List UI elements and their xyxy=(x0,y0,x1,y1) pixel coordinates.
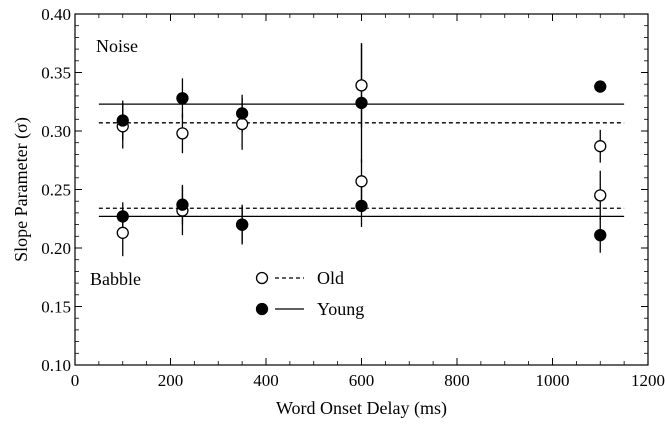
x-tick-label: 400 xyxy=(253,371,279,390)
y-axis-title: Slope Parameter (σ) xyxy=(11,117,32,262)
y-tick-label: 0.10 xyxy=(41,356,71,375)
data-point-noise-old xyxy=(235,117,249,131)
y-tick-label: 0.15 xyxy=(41,298,71,317)
y-tick-label: 0.20 xyxy=(41,239,71,258)
data-point-noise-young xyxy=(176,92,189,105)
y-tick-label: 0.40 xyxy=(41,5,71,24)
data-point-noise-old xyxy=(176,127,189,140)
data-points xyxy=(116,79,607,242)
data-point-babble-young xyxy=(355,199,368,213)
panel-label-babble: Babble xyxy=(90,269,141,289)
data-point-babble-young xyxy=(176,198,189,211)
x-tick-label: 1000 xyxy=(536,371,570,390)
data-point-babble-old xyxy=(116,226,129,239)
x-tick-label: 0 xyxy=(71,371,80,390)
error-bars xyxy=(122,43,601,257)
data-point-babble-young xyxy=(116,210,129,223)
data-point-noise-young xyxy=(594,80,607,93)
x-axis-title: Word Onset Delay (ms) xyxy=(276,398,447,419)
x-tick-label: 800 xyxy=(444,371,470,390)
data-point-noise-old xyxy=(594,140,607,153)
plot-frame xyxy=(74,13,649,366)
legend-label-young: Young xyxy=(317,299,364,319)
x-tick-label: 200 xyxy=(158,371,184,390)
legend: Old Young xyxy=(255,268,364,319)
tick-labels: 0 200 400 600 800 1000 1200 0.10 0.15 0.20 0.25 0.3… xyxy=(41,5,665,390)
data-point-babble-old xyxy=(355,175,368,188)
legend-label-old: Old xyxy=(317,268,344,288)
data-point-babble-old xyxy=(594,189,607,202)
x-tick-label: 1200 xyxy=(631,371,665,390)
data-point-babble-young xyxy=(235,218,249,231)
legend-marker-old xyxy=(255,271,269,285)
x-tick-label: 600 xyxy=(349,371,375,390)
panel-label-noise: Noise xyxy=(96,36,138,56)
data-point-noise-young xyxy=(235,107,249,120)
y-tick-label: 0.30 xyxy=(41,122,71,141)
legend-marker-young xyxy=(255,302,269,316)
y-tick-label: 0.35 xyxy=(41,64,71,83)
y-tick-label: 0.25 xyxy=(41,181,71,200)
data-point-noise-old xyxy=(355,79,368,92)
data-point-babble-young xyxy=(594,228,607,242)
data-point-noise-young xyxy=(116,114,129,127)
data-point-noise-young xyxy=(355,96,368,110)
